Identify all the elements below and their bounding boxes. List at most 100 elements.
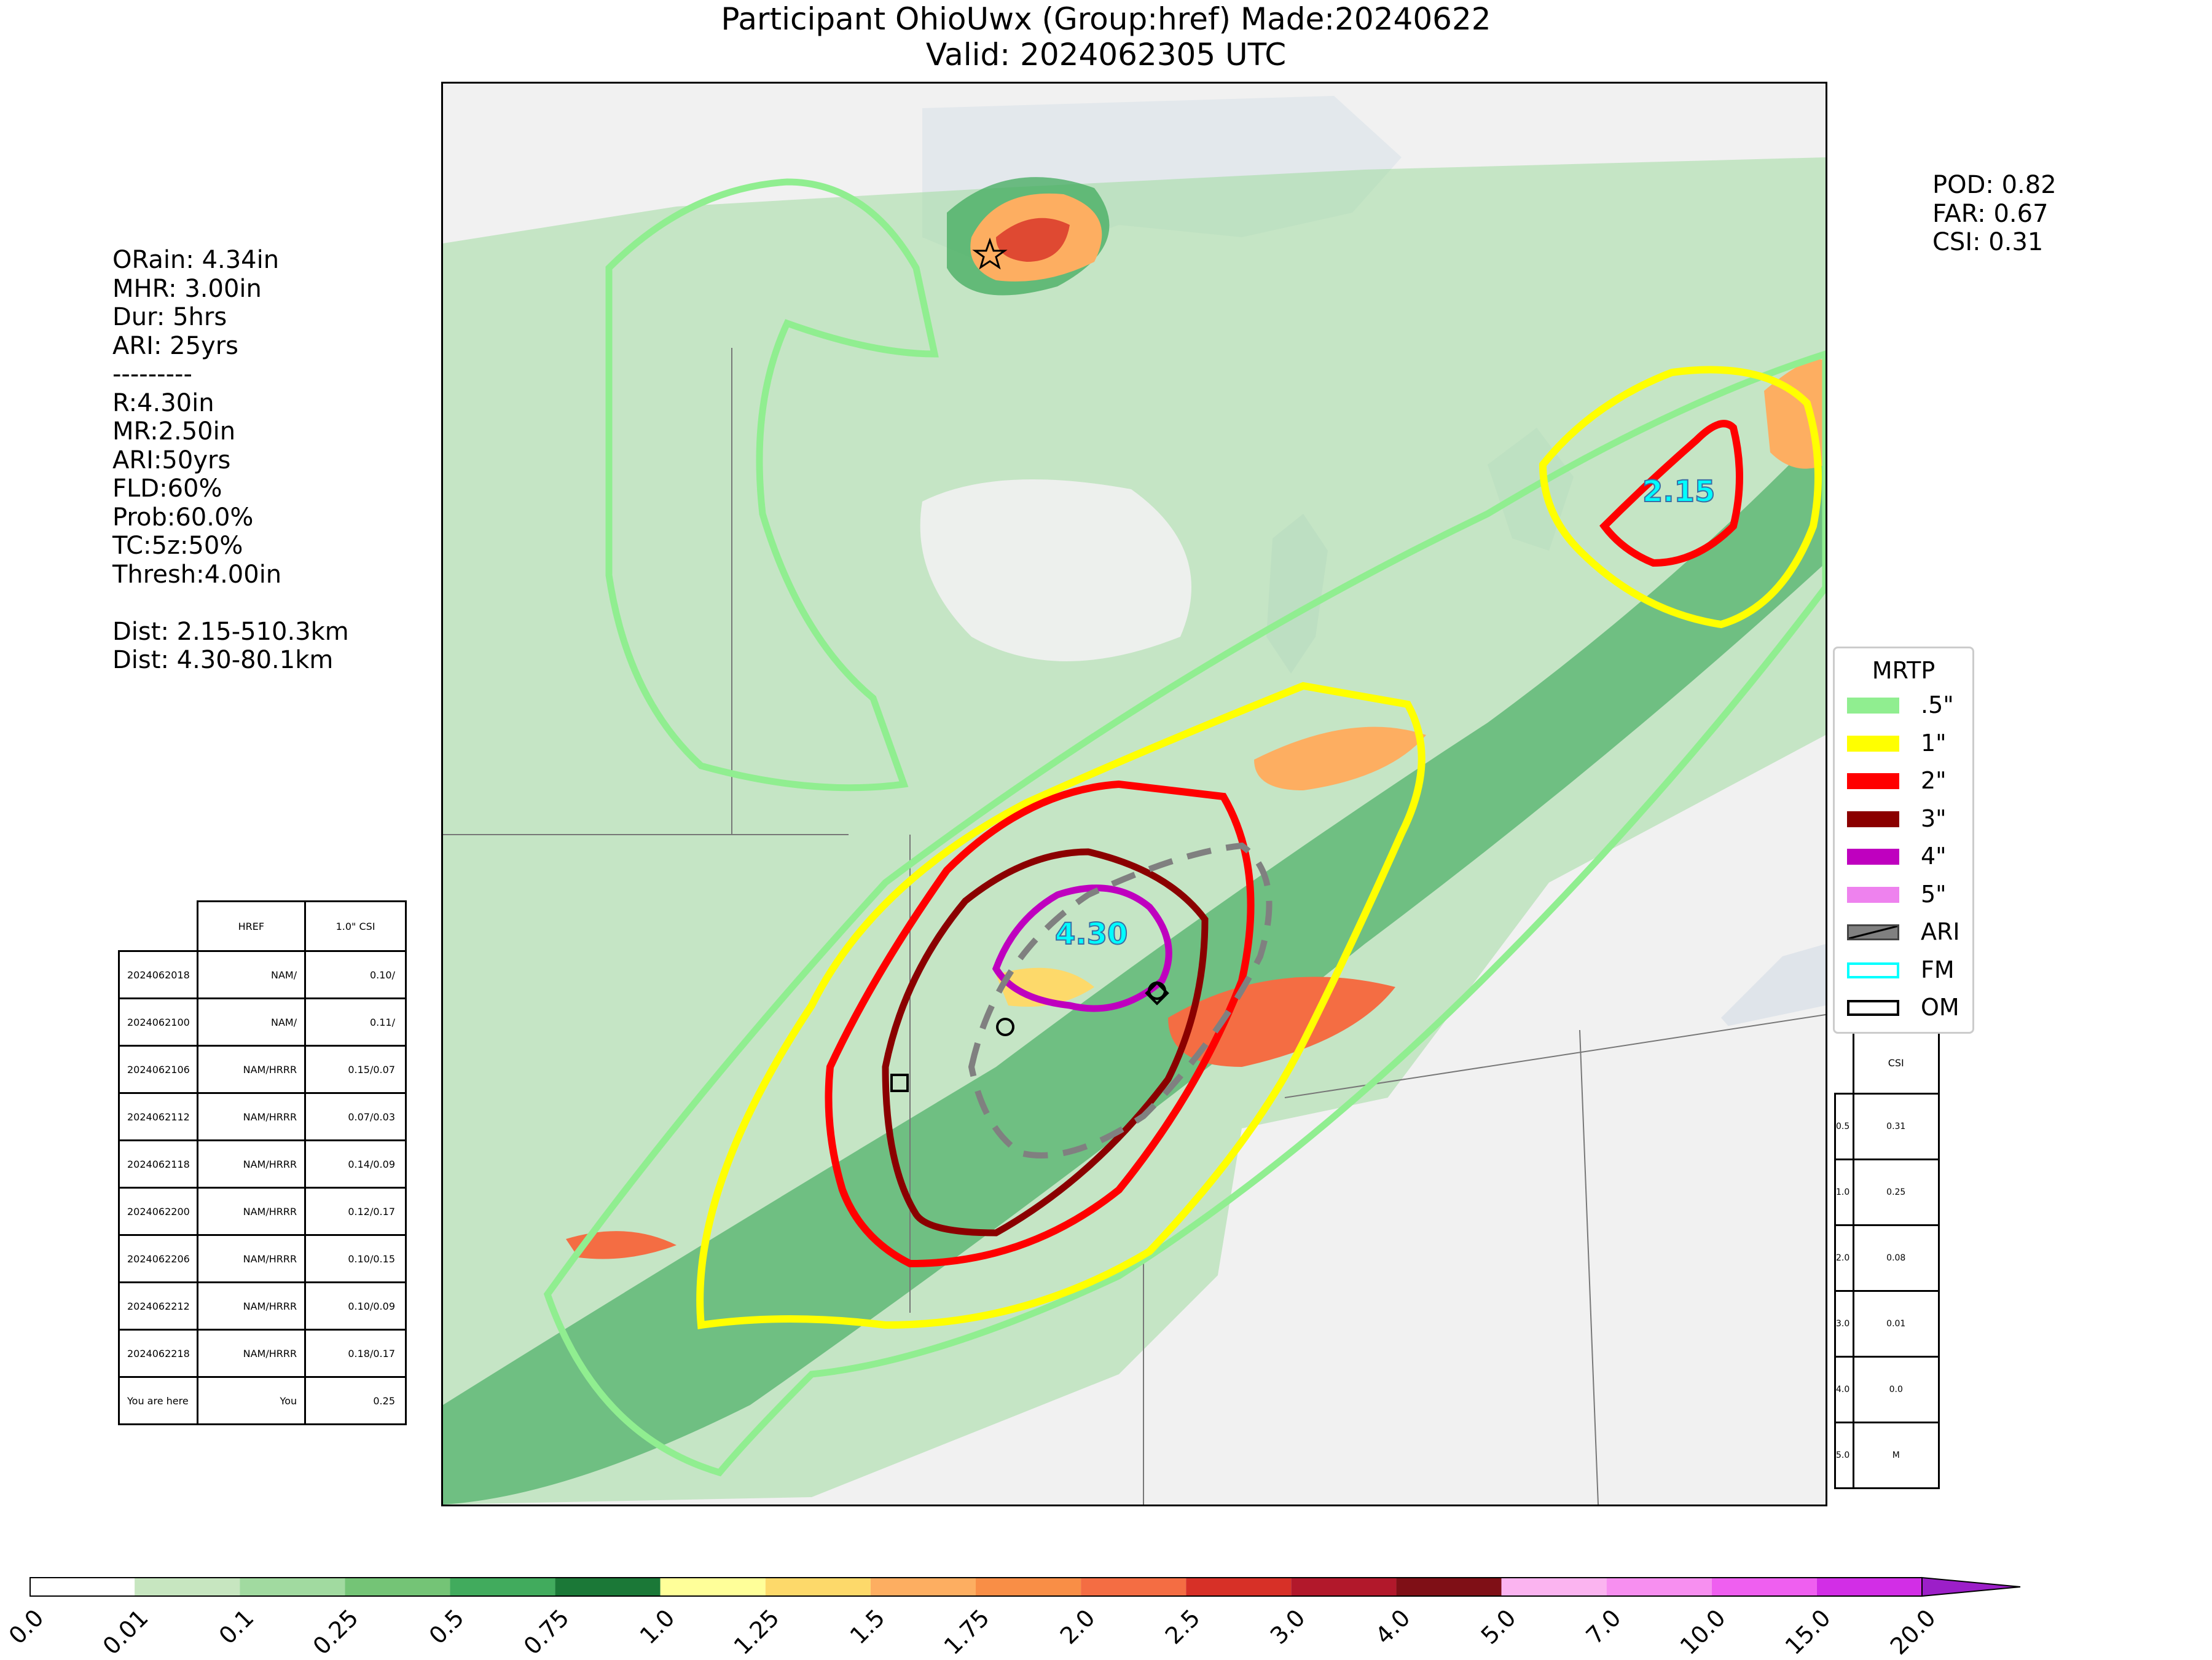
colorbar-extension-arrow — [1921, 1576, 2021, 1597]
table-cell: NAM/HRRR — [196, 1045, 307, 1094]
table-cell: NAM/HRRR — [196, 1187, 307, 1236]
contour-half-inch-main — [543, 350, 1826, 1477]
csi-value-cell: M — [1852, 1422, 1940, 1489]
colorbar-outline — [29, 1577, 1923, 1597]
colorbar-tick-label: 4.0 — [1370, 1604, 1416, 1650]
colorbar-tick-label: 0.1 — [213, 1604, 259, 1650]
colorbar-tick-label: 5.0 — [1475, 1604, 1521, 1650]
colorbar-segment — [1186, 1578, 1292, 1596]
legend-label: 1" — [1921, 729, 1947, 757]
stat-line: Dur: 5hrs — [112, 303, 227, 331]
contour-two-inch-main — [825, 780, 1255, 1268]
colorbar-tick-label: 15.0 — [1779, 1604, 1836, 1660]
table-row: 2024062218 NAM/HRRR 0.18/0.17 — [118, 1329, 407, 1378]
csi-threshold-cell: 2.0 — [1834, 1224, 1854, 1292]
csi-table: CSI 0.5 0.31 1.0 0.25 2.0 0.08 3.0 0.01 4.0 0.0 5.0… — [1834, 1033, 1940, 1489]
table-cell: 0.07/0.03 — [304, 1092, 407, 1141]
table-row: 4.0 0.0 — [1834, 1356, 1940, 1423]
table-header-cell: HREF — [196, 900, 307, 952]
colorbar-segment — [976, 1578, 1081, 1596]
observation-square-marker — [890, 1074, 909, 1092]
table-cell: 2024062206 — [118, 1234, 198, 1283]
colorbar-segment — [450, 1578, 555, 1596]
colorbar-tick-label: 3.0 — [1265, 1604, 1311, 1650]
colorbar-segment — [29, 1578, 135, 1596]
stat-line: MHR: 3.00in — [112, 274, 262, 303]
stat-line: FLD:60% — [112, 474, 222, 503]
forecast-map: 2.15 4.30 — [441, 82, 1827, 1506]
precip-core-main-2 — [1254, 726, 1426, 790]
table-row: 2024062206 NAM/HRRR 0.10/0.15 — [118, 1234, 407, 1283]
stat-line — [112, 589, 349, 618]
table-row: 2024062106 NAM/HRRR 0.15/0.07 — [118, 1045, 407, 1094]
table-cell: NAM/HRRR — [196, 1139, 307, 1189]
table-cell: 0.10/0.15 — [304, 1234, 407, 1283]
colorbar-tick-label: 2.5 — [1159, 1604, 1206, 1650]
title-line-1: Participant OhioUwx (Group:href) Made:20… — [721, 1, 1491, 37]
csi-threshold-cell: 4.0 — [1834, 1356, 1854, 1423]
stat-line: ORain: 4.34in — [112, 246, 280, 274]
colorbar-segment — [660, 1578, 766, 1596]
contour-two-inch-ne — [1599, 420, 1743, 567]
stat-line: --------- — [112, 360, 192, 388]
contour-three-inch — [882, 848, 1209, 1237]
colorbar-segment — [135, 1578, 240, 1596]
colorbar-tick-label: 0.5 — [424, 1604, 469, 1650]
legend-label: 4" — [1921, 843, 1947, 870]
colorbar-segment — [1711, 1578, 1817, 1596]
legend-swatch — [1847, 886, 1899, 903]
href-history-table: HREF 1.0" CSI 2024062018 NAM/0.10/202406210… — [118, 900, 407, 1425]
stat-line: R:4.30in — [112, 388, 214, 417]
table-cell: 2024062118 — [118, 1139, 198, 1189]
precip-gap-center — [920, 479, 1191, 661]
csi-value-cell: 0.01 — [1852, 1290, 1940, 1358]
table-row: 2024062212 NAM/HRRR 0.10/0.09 — [118, 1281, 407, 1331]
colorbar-tick-label: 0.01 — [97, 1604, 154, 1660]
table-header-row: HREF 1.0" CSI — [119, 900, 407, 952]
precip-gap-southeast — [1180, 1005, 1826, 1505]
table-cell: 0.15/0.07 — [304, 1045, 407, 1094]
precip-core-main-3 — [996, 967, 1094, 1007]
observation-circle-marker — [996, 1018, 1014, 1036]
contour-ari-dashed — [968, 842, 1273, 1158]
legend-swatch — [1847, 962, 1899, 978]
csi-value-cell: 0.0 — [1852, 1356, 1940, 1423]
table-cell: 2024062018 — [118, 950, 198, 999]
precip-core-main-1 — [1168, 977, 1395, 1067]
table-cell: 0.10/ — [304, 950, 407, 999]
colorbar-segment — [1396, 1578, 1502, 1596]
csi-value-cell: 0.08 — [1852, 1224, 1940, 1292]
colorbar-tick-label: 20.0 — [1885, 1604, 1941, 1660]
precip-core-sw — [566, 1231, 677, 1259]
mrtp-legend: MRTP .5" 1" 2" 3" 4" 5" ARI FM OM — [1833, 647, 1974, 1034]
table-cell: NAM/HRRR — [196, 1234, 307, 1283]
colorbar-tick-label: 1.25 — [728, 1604, 785, 1660]
table-cell: 0.11/ — [304, 997, 407, 1047]
table-cell: 2024062106 — [118, 1045, 198, 1094]
contour-half-inch-west — [605, 178, 939, 792]
colorbar-tick-label: 0.25 — [308, 1604, 364, 1660]
csi-threshold-cell: 5.0 — [1834, 1422, 1854, 1489]
legend-label: 2" — [1921, 767, 1947, 794]
table-cell: 0.25 — [304, 1376, 407, 1425]
precip-light-field — [443, 157, 1826, 1505]
table-row: 2024062018 NAM/0.10/ — [118, 950, 407, 999]
colorbar-segment — [555, 1578, 661, 1596]
max-label-2-15: 2.15 — [1642, 474, 1715, 509]
score-line: CSI: 0.31 — [1932, 228, 2044, 256]
map-canvas: 2.15 4.30 — [443, 96, 1826, 1505]
colorbar-segment — [1606, 1578, 1712, 1596]
legend-swatch — [1847, 773, 1899, 789]
table-cell: NAM/HRRR — [196, 1281, 307, 1331]
stat-line: Prob:60.0% — [112, 503, 254, 532]
csi-value-cell: 0.31 — [1852, 1093, 1940, 1160]
observation-diamond-marker — [1145, 981, 1169, 1005]
table-cell: 0.12/0.17 — [304, 1187, 407, 1236]
colorbar-tick-label: 1.75 — [938, 1604, 995, 1660]
legend-label: OM — [1921, 994, 1959, 1021]
csi-header-blank — [1835, 1033, 1854, 1095]
table-row: 2024062200 NAM/HRRR 0.12/0.17 — [118, 1187, 407, 1236]
table-cell: 2024062100 — [118, 997, 198, 1047]
contour-four-inch — [992, 884, 1172, 1012]
colorbar-segment — [1081, 1578, 1186, 1596]
